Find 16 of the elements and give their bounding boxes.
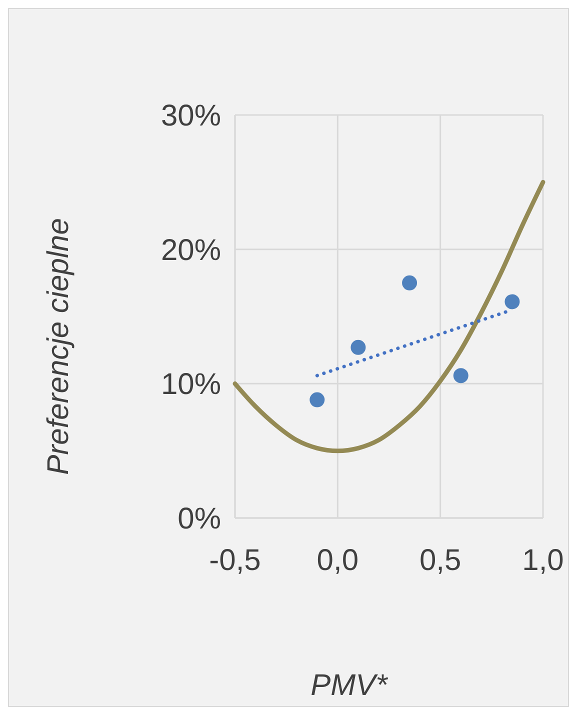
y-axis-title: Preferencje cieplne	[42, 218, 75, 475]
y-tick-label: 0%	[178, 502, 221, 536]
point	[504, 294, 520, 310]
x-axis-title: PMV*	[310, 669, 389, 702]
y-tick-label: 10%	[160, 368, 221, 402]
line-series	[232, 180, 546, 454]
point	[350, 340, 366, 355]
point	[310, 392, 325, 408]
x-tick-label: 0,0	[316, 544, 359, 577]
point	[402, 275, 418, 290]
x-tick-label: -0,5	[209, 544, 261, 577]
x-tick-label: 0,5	[419, 544, 462, 577]
point	[453, 368, 468, 384]
y-tick-label: 30%	[160, 100, 221, 132]
y-tick-label: 20%	[160, 234, 221, 267]
x-tick-label: 1,0	[522, 544, 564, 577]
